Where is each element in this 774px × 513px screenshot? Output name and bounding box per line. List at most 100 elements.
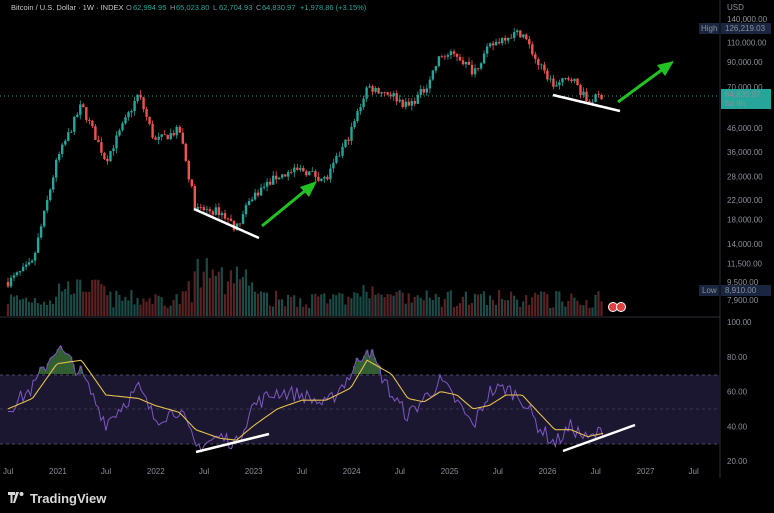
price-axis[interactable]: USD 140,000.00 110,000.00 90,000.00 70,000.…: [699, 3, 771, 305]
volume-bar: [311, 294, 314, 316]
volume-bar: [392, 295, 395, 316]
volume-bar: [296, 306, 299, 316]
candle-body: [30, 260, 34, 263]
volume-bar: [284, 306, 287, 316]
volume-bar: [214, 275, 217, 316]
rsi-trendline-2026[interactable]: [562, 423, 636, 453]
volume-bar: [278, 299, 281, 316]
candle-body: [395, 93, 398, 102]
candle-body: [43, 210, 46, 227]
candle-body: [205, 209, 209, 211]
volume-bar: [151, 303, 154, 316]
candle-body: [145, 109, 148, 117]
candle-body: [142, 97, 145, 110]
flag-icon[interactable]: [616, 302, 626, 312]
drawings[interactable]: [193, 61, 674, 454]
green-arrow-2023[interactable]: [261, 188, 307, 228]
green-arrow-2023-head[interactable]: [300, 181, 317, 197]
trendline-2026-lows[interactable]: [552, 93, 621, 113]
candle-body: [594, 94, 597, 102]
candle-body: [482, 53, 486, 64]
candle-body: [401, 99, 404, 107]
time-tick-label: 2026: [539, 467, 557, 476]
rsi-axis[interactable]: 100.00 80.00 60.00 40.00 20.00: [727, 318, 752, 466]
green-arrow-2026-head[interactable]: [657, 61, 674, 76]
last-price-bg: [721, 89, 771, 109]
volume-bar: [597, 291, 600, 316]
time-tick-label: 2022: [147, 467, 165, 476]
volume-bar: [498, 290, 501, 316]
low-value-bg: [721, 285, 771, 296]
candle-body: [284, 174, 287, 177]
volume-bar: [537, 294, 540, 316]
volume-bar: [211, 269, 214, 316]
candle-body: [24, 264, 28, 267]
price-tick-label: 110,000.00: [727, 39, 767, 48]
time-axis[interactable]: Jul 2021 Jul 2022 Jul 2023 Jul 2024 Jul 2025 Jul 20…: [3, 467, 699, 476]
time-tick-label: Jul: [3, 467, 13, 476]
volume-bar: [558, 291, 561, 316]
volume-bar: [582, 305, 585, 316]
candle-body: [561, 78, 564, 83]
close-label: C: [256, 3, 262, 12]
volume-bar: [49, 300, 52, 316]
candle-body: [148, 116, 151, 124]
candle-body: [220, 213, 224, 216]
candle-body: [262, 186, 266, 188]
tradingview-icon: [8, 492, 19, 503]
last-price-value: 64,830.97: [725, 90, 761, 99]
volume-bar: [269, 305, 272, 316]
volume-bar: [299, 298, 302, 316]
candle-body: [407, 101, 410, 106]
volume-bar: [287, 294, 290, 316]
volume-bar: [130, 290, 133, 316]
candle-body: [362, 98, 365, 108]
volume-bar: [464, 291, 467, 316]
volume-bar: [136, 298, 139, 316]
candle-body: [109, 151, 112, 162]
volume-bar: [112, 307, 115, 316]
volume-bar: [501, 298, 504, 316]
time-tick-label: Jul: [395, 467, 405, 476]
candle-body: [464, 61, 468, 65]
tradingview-logo[interactable]: TradingView: [8, 491, 107, 506]
candle-body: [404, 101, 407, 107]
candle-body: [287, 172, 290, 177]
volume-bar: [21, 298, 25, 316]
candle-body: [582, 91, 585, 96]
green-arrow-2026[interactable]: [617, 67, 664, 104]
volume-bar: [314, 293, 317, 316]
price-tick-label: 14,000.00: [727, 240, 763, 249]
volume-bar: [531, 297, 534, 316]
candle-body: [259, 187, 263, 196]
volume-bar: [133, 304, 136, 316]
candle-body: [130, 111, 133, 113]
volume-bar: [507, 300, 510, 316]
volume-bar: [555, 290, 558, 316]
volume-bar: [39, 304, 43, 316]
volume-bar: [55, 296, 58, 316]
candle-body: [359, 107, 362, 112]
candle-body: [335, 156, 338, 163]
candle-body: [311, 171, 314, 172]
volume-bar: [85, 291, 88, 316]
volume-bar: [540, 291, 543, 316]
price-tick-label: 22,000.00: [727, 196, 763, 205]
candle-body: [516, 30, 519, 33]
candle-body: [88, 120, 91, 121]
candle-body: [223, 213, 227, 219]
price-tick-label: 18,000.00: [727, 216, 763, 225]
volume-bar: [567, 301, 570, 316]
candle-body: [341, 146, 344, 156]
volume-bar: [347, 296, 350, 316]
volume-bar: [250, 282, 254, 316]
rsi-tick-label: 100.00: [727, 318, 752, 327]
volume-bar: [76, 279, 79, 316]
rsi-trendline-2022[interactable]: [195, 432, 270, 454]
price-tick-label: 11,500.00: [727, 259, 763, 268]
candle-body: [293, 167, 296, 173]
events-icons[interactable]: [608, 302, 626, 312]
trendline-2022-lows[interactable]: [193, 207, 260, 240]
volume-bar: [169, 305, 172, 316]
volume-bar: [326, 303, 329, 316]
